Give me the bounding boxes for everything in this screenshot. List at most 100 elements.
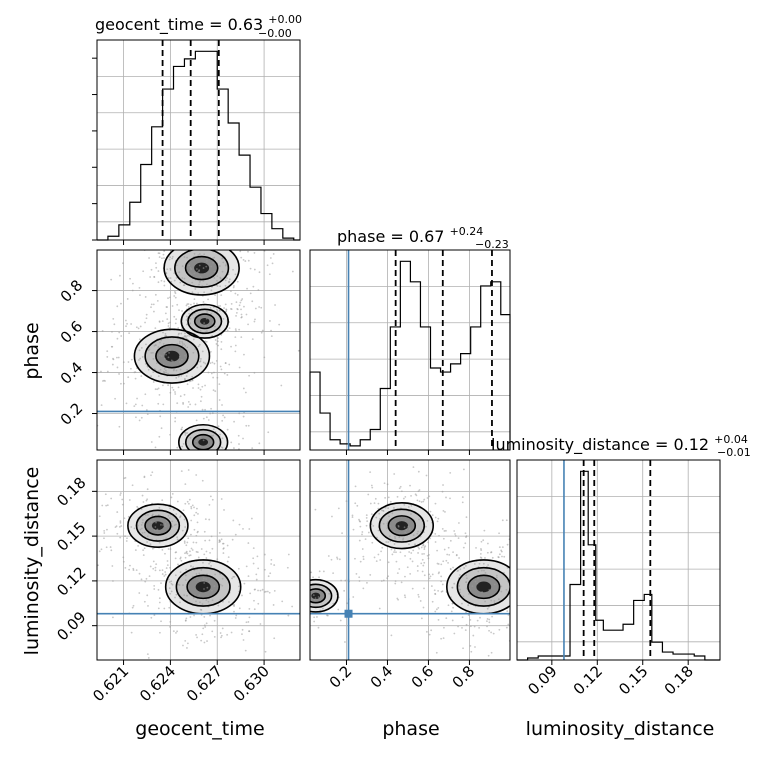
sample-point bbox=[202, 561, 204, 564]
sample-point bbox=[340, 579, 342, 582]
sample-point bbox=[183, 518, 186, 521]
sample-point bbox=[138, 419, 141, 422]
sample-point bbox=[122, 262, 124, 265]
sample-point bbox=[159, 415, 162, 418]
sample-point bbox=[192, 338, 195, 341]
sample-point bbox=[467, 614, 470, 617]
sample-point bbox=[188, 498, 191, 501]
sample-point bbox=[474, 580, 477, 583]
sample-point bbox=[150, 352, 153, 354]
sample-point bbox=[182, 284, 185, 287]
sample-point bbox=[426, 554, 429, 557]
sample-point bbox=[118, 425, 121, 428]
sample-point bbox=[140, 416, 143, 419]
sample-point bbox=[480, 540, 483, 543]
sample-point bbox=[429, 537, 431, 540]
sample-point bbox=[168, 348, 171, 351]
density-peak bbox=[195, 581, 211, 593]
sample-point bbox=[169, 321, 172, 324]
sample-point bbox=[219, 583, 222, 586]
sample-point bbox=[106, 356, 109, 358]
sample-point bbox=[220, 498, 223, 500]
sample-point bbox=[174, 292, 177, 295]
sample-point bbox=[437, 517, 440, 520]
sample-point bbox=[417, 490, 420, 493]
sample-point bbox=[400, 490, 403, 493]
sample-point bbox=[174, 322, 177, 325]
sample-point bbox=[306, 594, 308, 596]
sample-point bbox=[197, 513, 199, 515]
sample-point bbox=[218, 531, 221, 534]
sample-point bbox=[203, 553, 206, 556]
sample-point bbox=[465, 574, 468, 577]
sample-point bbox=[223, 509, 225, 511]
y-tick-label-luminosity_distance-1: 0.12 bbox=[53, 563, 89, 599]
sample-point bbox=[506, 543, 509, 546]
sample-point bbox=[175, 513, 178, 515]
sample-point bbox=[205, 578, 208, 580]
sample-point bbox=[171, 492, 174, 495]
sample-point bbox=[131, 484, 134, 487]
sample-point bbox=[480, 547, 482, 550]
sample-point bbox=[190, 519, 193, 522]
sample-point bbox=[422, 606, 425, 609]
sample-point bbox=[234, 328, 237, 331]
sample-point bbox=[164, 573, 167, 576]
sample-point bbox=[174, 574, 177, 577]
sample-point bbox=[458, 522, 460, 524]
sample-point bbox=[259, 623, 262, 625]
sample-point bbox=[241, 298, 244, 300]
sample-point bbox=[231, 538, 234, 541]
sample-point bbox=[443, 548, 446, 551]
sample-point bbox=[186, 500, 189, 503]
sample-point bbox=[243, 582, 246, 585]
sample-point bbox=[181, 265, 184, 268]
sample-point bbox=[317, 596, 320, 598]
sample-point bbox=[207, 224, 209, 226]
sample-point bbox=[418, 489, 421, 491]
sample-point bbox=[495, 574, 498, 577]
sample-point bbox=[158, 320, 161, 323]
sample-point bbox=[204, 384, 206, 387]
sample-point bbox=[222, 542, 225, 545]
sample-point bbox=[187, 469, 190, 471]
sample-point bbox=[221, 404, 223, 406]
sample-point bbox=[457, 569, 460, 572]
sample-point bbox=[557, 601, 559, 603]
sample-point bbox=[196, 455, 198, 457]
sample-point bbox=[343, 589, 346, 592]
sample-point bbox=[218, 328, 221, 331]
sample-point bbox=[106, 350, 109, 353]
sample-point bbox=[372, 525, 375, 527]
sample-point bbox=[418, 500, 421, 503]
sample-point bbox=[138, 359, 140, 361]
sample-point bbox=[189, 272, 191, 275]
sample-point bbox=[412, 549, 415, 552]
sample-point bbox=[237, 567, 240, 570]
sample-point bbox=[200, 639, 203, 642]
sample-point bbox=[520, 579, 522, 581]
sample-point bbox=[453, 530, 456, 532]
sample-point bbox=[292, 562, 294, 564]
sample-point bbox=[526, 546, 528, 548]
sample-point bbox=[253, 252, 256, 254]
sample-point bbox=[170, 359, 173, 362]
sample-point bbox=[451, 602, 454, 605]
sample-point bbox=[135, 326, 138, 329]
sample-point bbox=[358, 520, 361, 522]
sample-point bbox=[418, 518, 420, 521]
sample-point bbox=[191, 291, 194, 294]
sample-point bbox=[205, 453, 207, 455]
sample-point bbox=[498, 553, 501, 556]
sample-point bbox=[259, 589, 262, 592]
sample-point bbox=[112, 616, 114, 619]
sample-point bbox=[86, 374, 88, 376]
sample-point bbox=[143, 547, 146, 550]
sample-point bbox=[197, 530, 199, 533]
sample-point bbox=[283, 578, 285, 580]
sample-point bbox=[234, 350, 237, 353]
sample-point bbox=[427, 541, 430, 544]
sample-point bbox=[207, 419, 210, 421]
sample-point bbox=[423, 546, 426, 549]
title-luminosity-distance: luminosity_distance = 0.12 +0.04 bbox=[491, 433, 748, 455]
